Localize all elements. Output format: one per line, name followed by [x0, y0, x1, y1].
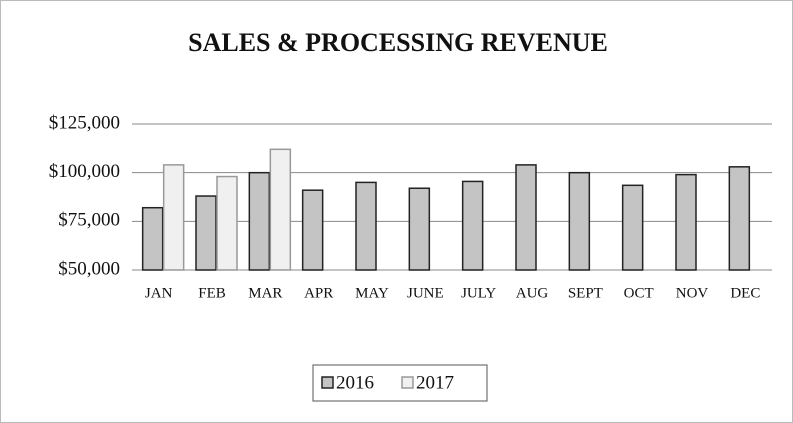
x-tick-label: MAY — [355, 285, 389, 301]
bar — [248, 171, 271, 271]
legend-label: 2017 — [416, 372, 454, 393]
chart-title: SALES & PROCESSING REVENUE — [188, 28, 608, 57]
legend-swatch — [401, 376, 414, 389]
bar — [301, 189, 324, 271]
y-tick-label: $50,000 — [58, 258, 120, 279]
bar — [408, 187, 431, 271]
legend-label: 2016 — [336, 372, 374, 393]
y-tick-label: $100,000 — [49, 161, 120, 182]
x-tick-label: DEC — [730, 285, 760, 301]
bar — [728, 166, 751, 271]
bar — [621, 184, 644, 271]
bar — [461, 180, 484, 271]
bar — [675, 173, 697, 271]
bar — [269, 148, 292, 271]
legend-box — [312, 364, 488, 402]
x-tick-label: JULY — [461, 285, 496, 301]
x-tick-label: APR — [304, 285, 333, 301]
bar — [162, 164, 185, 271]
bar — [216, 175, 238, 271]
x-tick-label: NOV — [676, 285, 709, 301]
x-tick-label: AUG — [516, 285, 549, 301]
legend-swatch — [321, 376, 334, 389]
bar — [355, 181, 377, 271]
x-tick-label: JUNE — [407, 285, 444, 301]
bar — [195, 195, 217, 271]
bar — [141, 206, 164, 271]
x-tick-label: OCT — [624, 285, 654, 301]
bar — [515, 164, 537, 271]
x-tick-label: JAN — [145, 285, 173, 301]
x-tick-label: MAR — [248, 285, 282, 301]
bar — [568, 171, 591, 271]
y-tick-label: $75,000 — [58, 210, 120, 231]
x-tick-label: SEPT — [568, 285, 603, 301]
x-tick-label: FEB — [198, 285, 226, 301]
y-tick-label: $125,000 — [49, 112, 120, 133]
